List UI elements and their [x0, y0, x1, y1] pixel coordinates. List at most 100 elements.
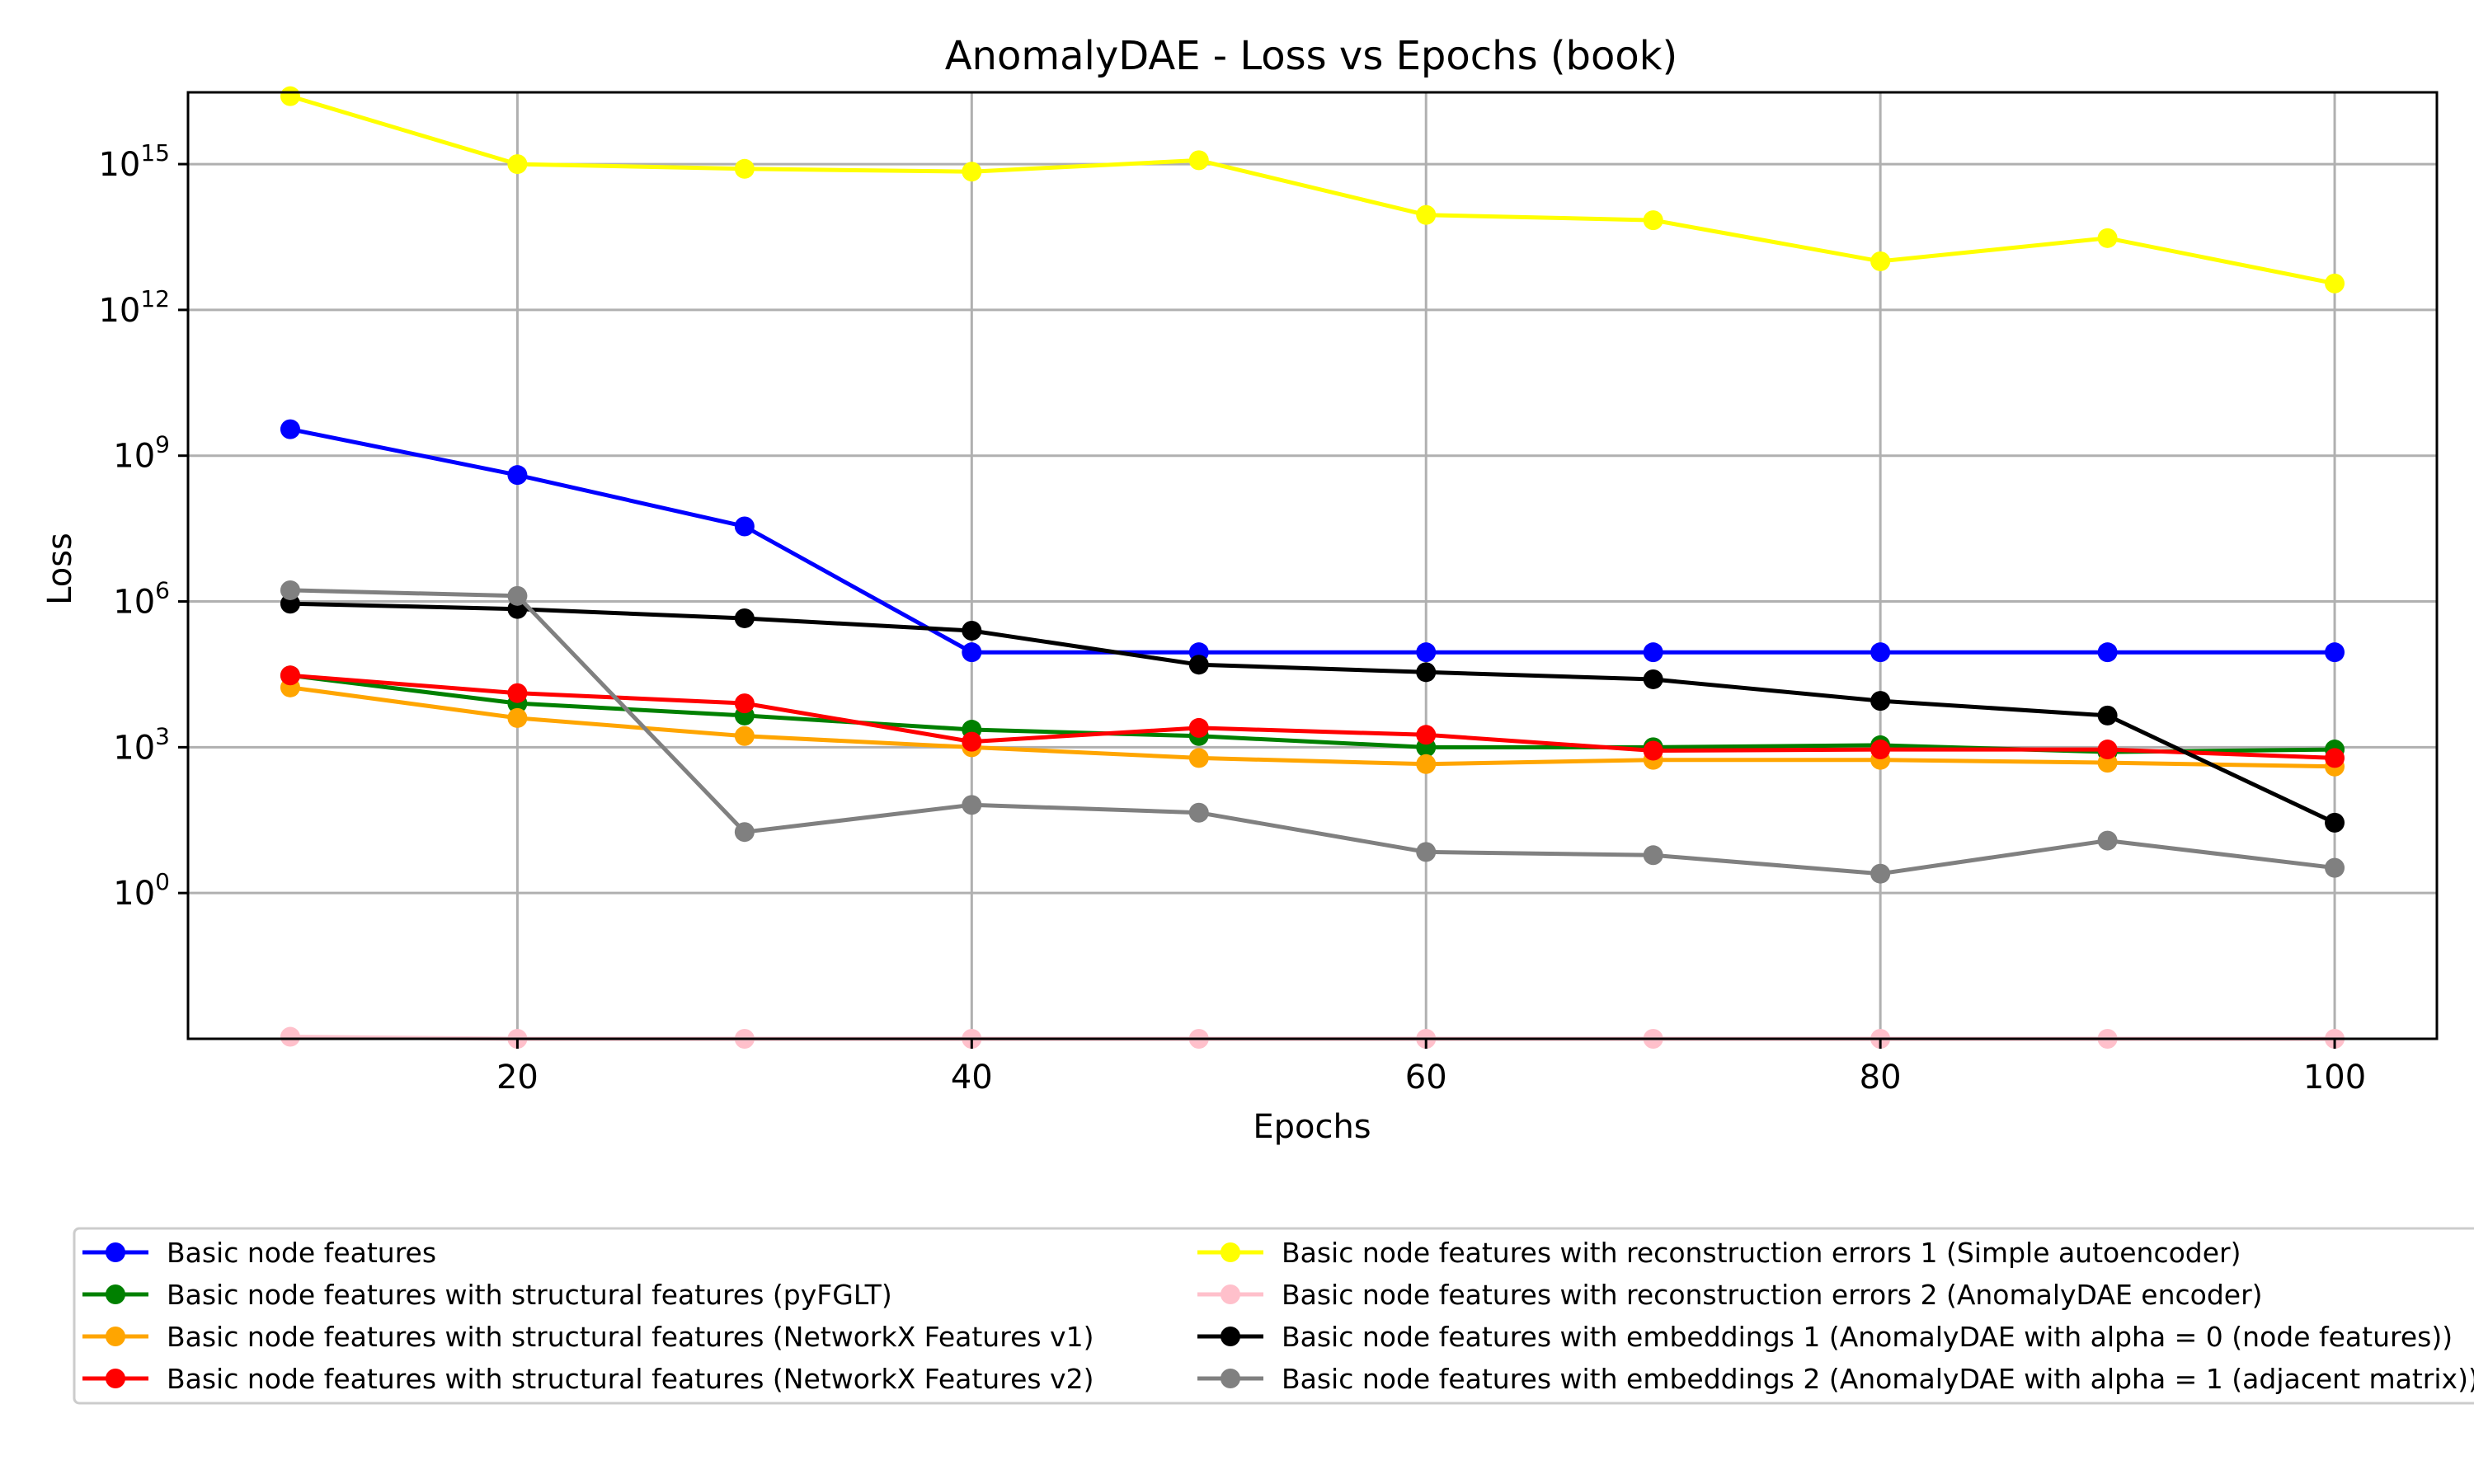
legend-swatch-marker	[106, 1284, 125, 1304]
data-point	[962, 621, 982, 641]
data-point	[962, 795, 982, 815]
legend-swatch-marker	[106, 1242, 125, 1262]
data-point	[2097, 830, 2118, 851]
y-tick-label: 106	[113, 577, 170, 622]
legend: Basic node features Basic node features w…	[73, 1227, 2474, 1405]
data-point	[1416, 842, 1437, 862]
series-path	[289, 673, 2335, 760]
x-tick-label: 60	[1405, 1059, 1447, 1097]
legend-item: Basic node features with reconstruction …	[1197, 1237, 2241, 1269]
data-point	[734, 726, 755, 746]
data-point	[1416, 754, 1437, 774]
legend-item: Basic node features with structural feat…	[82, 1279, 892, 1311]
series-line	[280, 665, 2345, 768]
legend-item: Basic node features with structural feat…	[82, 1363, 1094, 1395]
legend-label: Basic node features	[167, 1237, 436, 1269]
data-point	[507, 707, 528, 728]
legend-label: Basic node features with embeddings 1 (A…	[1282, 1321, 2453, 1353]
y-axis-ticks: 100 103 106 109 1012 1015	[98, 139, 188, 913]
series-path	[289, 685, 2335, 769]
data-point	[1643, 845, 1663, 866]
legend-label: Basic node features with reconstruction …	[1282, 1237, 2241, 1269]
data-point	[1643, 740, 1663, 761]
data-point	[1870, 863, 1891, 884]
data-point	[2325, 642, 2345, 663]
data-point	[2325, 857, 2345, 878]
chart-title: AnomalyDAE - Loss vs Epochs (book)	[945, 33, 1678, 79]
legend-item: Basic node features with structural feat…	[82, 1321, 1094, 1353]
data-point	[280, 580, 300, 600]
legend-label: Basic node features with reconstruction …	[1282, 1279, 2263, 1311]
data-point	[507, 465, 528, 486]
legend-swatch-marker	[106, 1369, 125, 1388]
data-point	[734, 158, 755, 179]
y-axis-label: Loss	[41, 533, 79, 605]
legend-swatch-marker	[1221, 1242, 1240, 1262]
series-path	[289, 94, 2335, 286]
y-tick-label: 103	[113, 722, 170, 767]
legend-box	[73, 1227, 2474, 1405]
x-axis-label: Epochs	[1253, 1108, 1371, 1146]
data-point	[507, 585, 528, 606]
legend-item: Basic node features	[82, 1237, 436, 1269]
data-point	[2325, 812, 2345, 833]
data-point	[1416, 642, 1437, 663]
data-point	[507, 683, 528, 703]
data-point	[280, 1026, 300, 1047]
data-point	[962, 731, 982, 752]
data-point	[1870, 251, 1891, 271]
data-point	[2097, 228, 2118, 248]
data-point	[1188, 802, 1209, 823]
data-point	[1870, 642, 1891, 663]
data-point	[1188, 717, 1209, 738]
series-path	[289, 601, 2336, 825]
data-point	[2097, 705, 2118, 726]
data-point	[2325, 748, 2345, 768]
series-line	[280, 580, 2345, 884]
data-point	[280, 86, 300, 106]
data-point	[2097, 740, 2118, 760]
data-point	[1188, 655, 1209, 675]
data-point	[1643, 642, 1663, 663]
legend-item: Basic node features with reconstruction …	[1197, 1279, 2263, 1311]
data-point	[1188, 150, 1209, 171]
series-path	[289, 588, 2335, 876]
data-point	[280, 665, 300, 686]
series-path	[289, 427, 2335, 655]
x-tick-label: 20	[496, 1059, 539, 1097]
legend-label: Basic node features with structural feat…	[167, 1363, 1094, 1395]
data-point	[1416, 725, 1437, 745]
data-point	[962, 642, 982, 663]
data-point	[280, 419, 300, 439]
data-point	[734, 516, 755, 537]
x-tick-label: 100	[2303, 1059, 2366, 1097]
x-tick-label: 40	[951, 1059, 993, 1097]
data-point	[1416, 204, 1437, 225]
data-point	[1643, 669, 1663, 689]
x-tick-label: 80	[1860, 1059, 1902, 1097]
legend-item: Basic node features with embeddings 2 (A…	[1197, 1363, 2474, 1395]
legend-swatch-marker	[106, 1327, 125, 1346]
data-point	[1870, 691, 1891, 711]
legend-swatch-marker	[1221, 1369, 1240, 1388]
data-point	[1870, 740, 1891, 760]
legend-swatch-marker	[1221, 1284, 1240, 1304]
data-point	[1643, 210, 1663, 231]
data-point	[734, 693, 755, 714]
data-point	[962, 162, 982, 182]
data-point	[734, 822, 755, 843]
series-line	[280, 86, 2345, 294]
y-tick-label: 100	[113, 868, 170, 913]
x-axis-ticks: 20 40 60 80 100	[496, 1039, 2366, 1097]
data-point	[734, 608, 755, 628]
legend-label: Basic node features with embeddings 2 (A…	[1282, 1363, 2474, 1395]
data-point	[2325, 273, 2345, 294]
legend-label: Basic node features with structural feat…	[167, 1279, 892, 1311]
y-tick-label: 1012	[98, 285, 170, 330]
plot-frame	[186, 91, 2439, 1040]
y-tick-label: 109	[113, 431, 170, 476]
y-tick-label: 1015	[98, 139, 170, 184]
legend-label: Basic node features with structural feat…	[167, 1321, 1094, 1353]
legend-swatch-marker	[1221, 1327, 1240, 1346]
